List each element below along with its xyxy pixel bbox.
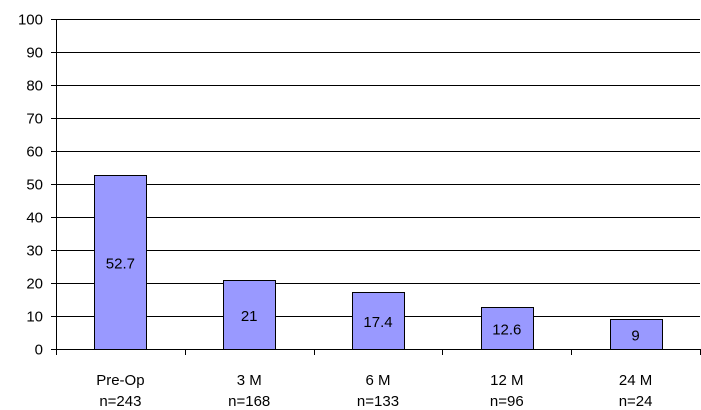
y-tick-label-50: 50 [26, 177, 43, 194]
y-tick-labels: 0 10 20 30 40 50 60 70 80 90 100 [18, 12, 43, 359]
x-tick-labels: Pre-Op n=243 3 M n=168 6 M n=133 12 M n=96 24 M n… [96, 372, 652, 410]
y-tick-label-60: 60 [26, 144, 43, 161]
y-tick-label-90: 90 [26, 45, 43, 62]
x-tick-sublabel-0: n=243 [99, 393, 141, 410]
x-tick-label-4: 24 M [619, 372, 652, 389]
x-tick-label-2: 6 M [365, 372, 390, 389]
y-tick-label-40: 40 [26, 210, 43, 227]
y-tick-label-80: 80 [26, 78, 43, 95]
x-tick-sublabel-3: n=96 [490, 393, 524, 410]
bar-1 [223, 280, 276, 350]
x-tick-sublabel-4: n=24 [619, 393, 653, 410]
y-tick-label-70: 70 [26, 111, 43, 128]
data-labels: 52.7 21 17.4 12.6 9 [106, 255, 640, 344]
y-tick-label-0: 0 [35, 342, 43, 359]
x-tick-label-1: 3 M [237, 372, 262, 389]
x-tick-label-3: 12 M [490, 372, 523, 389]
data-label-1: 21 [241, 308, 258, 325]
y-tick-label-30: 30 [26, 243, 43, 260]
axes [51, 19, 701, 355]
x-tick-label-0: Pre-Op [96, 372, 144, 389]
y-tick-label-20: 20 [26, 276, 43, 293]
x-tick-sublabel-2: n=133 [357, 393, 399, 410]
data-label-3: 12.6 [492, 321, 521, 338]
gridlines [56, 19, 700, 317]
y-tick-label-100: 100 [18, 12, 43, 29]
x-tick-sublabel-1: n=168 [228, 393, 270, 410]
y-tick-label-10: 10 [26, 309, 43, 326]
data-label-2: 17.4 [363, 314, 392, 331]
data-label-4: 9 [631, 327, 639, 344]
bar-4 [610, 319, 663, 350]
data-label-0: 52.7 [106, 255, 135, 272]
bar-3 [481, 307, 534, 350]
bar-0 [94, 175, 147, 350]
